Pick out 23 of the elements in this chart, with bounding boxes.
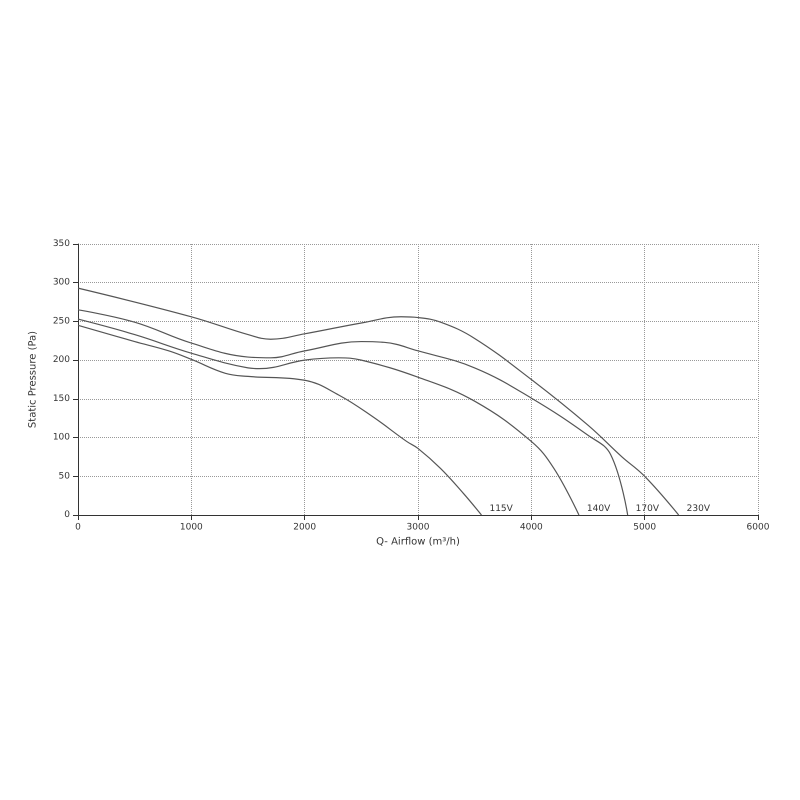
x-tick-label: 6000 xyxy=(746,522,770,532)
series-label: 140V xyxy=(586,504,612,514)
line-series xyxy=(77,288,680,516)
x-tick-label: 0 xyxy=(75,522,82,532)
y-tick-label: 100 xyxy=(52,432,70,443)
y-tick-label: 0 xyxy=(64,510,70,520)
line-series xyxy=(77,324,482,516)
x-axis-title: Q- Airflow (m³/h) xyxy=(376,536,460,548)
x-tick-label: 1000 xyxy=(180,522,204,532)
x-tick-label: 2000 xyxy=(293,522,316,532)
y-tick-label: 350 xyxy=(52,239,70,249)
series-label: 230V xyxy=(686,504,711,514)
y-axis-title: Static Pressure (Pa) xyxy=(28,330,38,428)
y-tick-label: 150 xyxy=(52,394,70,404)
x-tick-label: 4000 xyxy=(520,522,544,532)
series-label: 170V xyxy=(636,504,660,514)
y-tick-label: 50 xyxy=(58,471,70,482)
y-tick-label: 200 xyxy=(52,355,70,366)
y-tick-label: 250 xyxy=(52,316,70,326)
x-tick-label: 5000 xyxy=(633,522,656,532)
series-label: 115V xyxy=(489,504,514,514)
y-tick-label: 300 xyxy=(52,278,70,288)
x-tick-label: 3000 xyxy=(406,522,430,532)
